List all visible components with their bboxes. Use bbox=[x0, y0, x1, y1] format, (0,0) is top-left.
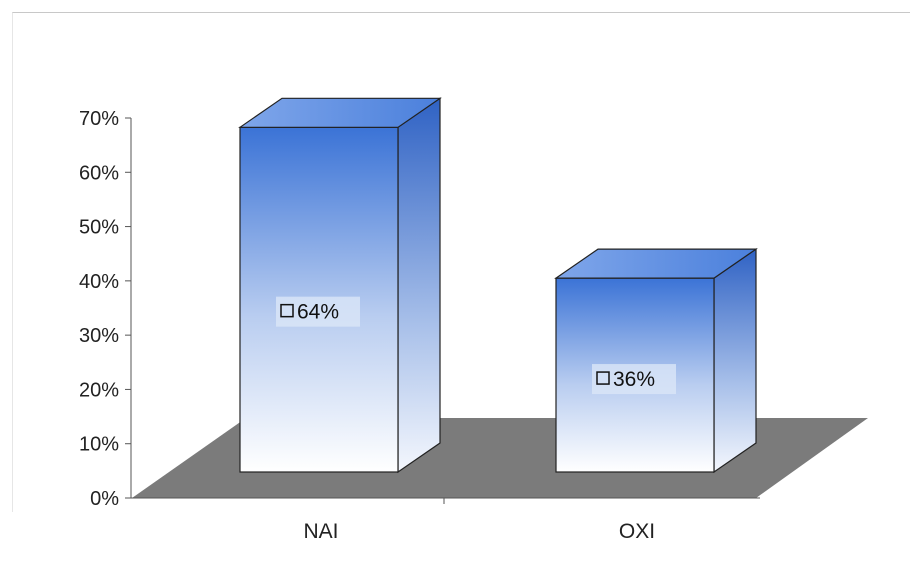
bar-side-face bbox=[713, 247, 757, 474]
bar-top-face bbox=[238, 97, 442, 128]
legend-key-icon bbox=[280, 303, 294, 318]
y-tick-label: 30% bbox=[79, 325, 119, 347]
y-tick-label: 0% bbox=[90, 488, 119, 510]
bar-top-face bbox=[554, 248, 758, 279]
x-category-label: NAI bbox=[303, 520, 338, 543]
y-axis-ticks: 0% 10% 20% 30% 40% 50% 60% 70% bbox=[79, 108, 131, 510]
bars: 64% 36% bbox=[238, 97, 758, 474]
y-tick-label: 70% bbox=[79, 108, 119, 130]
y-tick-label: 10% bbox=[79, 434, 119, 456]
data-label-bg bbox=[592, 364, 676, 395]
y-tick-label: 50% bbox=[79, 217, 119, 239]
bar-oxi: 36% bbox=[554, 247, 758, 474]
x-category-label: OXI bbox=[619, 520, 655, 543]
y-tick-label: 40% bbox=[79, 271, 119, 293]
y-tick-label: 60% bbox=[79, 162, 119, 184]
x-axis-categories: NAI OXI bbox=[303, 498, 655, 543]
bar-nai: 64% bbox=[238, 97, 442, 474]
legend-key-icon bbox=[596, 371, 610, 385]
data-label: 36% bbox=[613, 368, 655, 391]
data-label-bg bbox=[276, 296, 360, 327]
y-tick-label: 20% bbox=[79, 379, 119, 401]
data-label: 64% bbox=[297, 301, 339, 324]
bar-side-face bbox=[397, 97, 441, 474]
chart-frame bbox=[12, 12, 910, 512]
